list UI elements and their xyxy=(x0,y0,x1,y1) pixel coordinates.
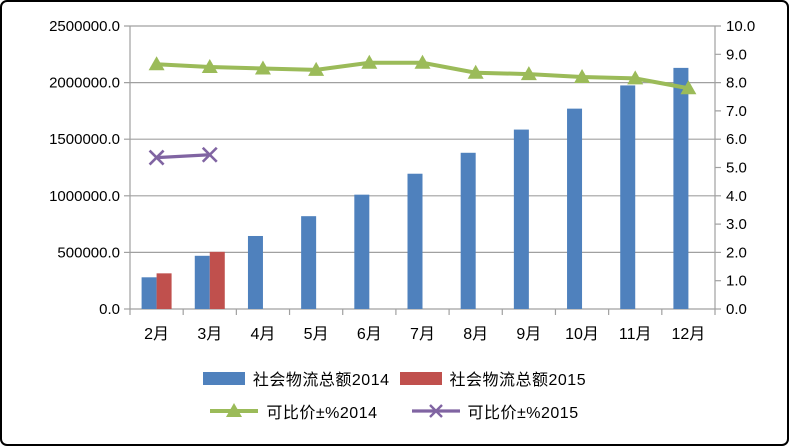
legend-swatch-green-triangle-line-icon xyxy=(210,402,259,420)
legend-label-comparable-2015: 可比价±%2015 xyxy=(467,405,579,422)
right-axis-tick-label: 7.0 xyxy=(726,103,747,120)
bar-2014 xyxy=(354,194,370,309)
legend-item-total-2014: 社会物流总额2014 xyxy=(202,366,390,390)
triangle-marker-icon xyxy=(361,54,378,69)
bar-2014 xyxy=(620,85,636,310)
legend-item-comparable-2015: 可比价±%2015 xyxy=(411,399,579,423)
x-axis-category-label: 10月 xyxy=(565,326,599,343)
bar-2014 xyxy=(513,129,529,309)
bar-2014 xyxy=(673,67,689,309)
legend-row-lines: 可比价±%2014 可比价±%2015 xyxy=(210,399,578,423)
bar-2014 xyxy=(301,216,317,309)
left-axis-tick-label: 500000.0 xyxy=(57,244,120,261)
x-axis-category-label: 4月 xyxy=(251,326,276,343)
bar-2014 xyxy=(141,277,157,309)
left-axis-tick-label: 2000000.0 xyxy=(49,75,120,92)
triangle-marker-icon xyxy=(308,61,325,76)
x-axis-category-label: 2月 xyxy=(144,326,169,343)
legend-item-total-2015: 社会物流总额2015 xyxy=(399,366,587,390)
x-axis-category-label: 12月 xyxy=(672,326,706,343)
right-axis-tick-label: 4.0 xyxy=(726,188,747,205)
left-axis-tick-label: 1000000.0 xyxy=(49,188,120,205)
chart-legend: 社会物流总额2014 社会物流总额2015 可比价±%2014 可比价±%201… xyxy=(2,366,787,423)
triangle-marker-icon xyxy=(254,60,271,75)
x-axis-category-label: 3月 xyxy=(197,326,222,343)
right-axis-tick-label: 1.0 xyxy=(726,273,747,290)
right-axis-tick-label: 2.0 xyxy=(726,244,747,261)
legend-swatch-red-bar-icon xyxy=(399,371,442,385)
bar-2014 xyxy=(194,255,210,309)
legend-swatch-purple-x-line-icon xyxy=(411,402,460,420)
left-axis-tick-label: 0.0 xyxy=(99,301,120,318)
triangle-marker-icon xyxy=(574,68,591,83)
right-axis-tick-label: 6.0 xyxy=(726,131,747,148)
x-axis-category-label: 9月 xyxy=(516,326,541,343)
bar-2014 xyxy=(567,108,583,309)
legend-label-total-2015: 社会物流总额2015 xyxy=(449,372,587,389)
bar-2014 xyxy=(247,235,263,309)
triangle-marker-icon xyxy=(467,64,484,79)
right-axis-tick-label: 8.0 xyxy=(726,75,747,92)
x-axis-category-label: 8月 xyxy=(463,326,488,343)
right-axis-tick-label: 9.0 xyxy=(726,46,747,63)
bar-2014 xyxy=(460,152,476,309)
x-axis-category-label: 7月 xyxy=(410,326,435,343)
right-axis-tick-label: 0.0 xyxy=(726,301,747,318)
left-axis-tick-label: 2500000.0 xyxy=(49,18,120,35)
bar-2014 xyxy=(407,173,423,309)
x-axis-category-label: 5月 xyxy=(304,326,329,343)
triangle-marker-icon xyxy=(520,66,537,81)
bar-2015 xyxy=(156,273,172,309)
right-axis-tick-label: 5.0 xyxy=(726,160,747,177)
legend-row-bars: 社会物流总额2014 社会物流总额2015 xyxy=(202,366,587,390)
legend-swatch-blue-bar-icon xyxy=(202,371,245,385)
x-axis-category-label: 11月 xyxy=(619,326,652,343)
x-marker-icon xyxy=(201,146,218,163)
triangle-marker-icon xyxy=(680,80,697,95)
legend-label-total-2014: 社会物流总额2014 xyxy=(252,372,390,389)
x-marker-icon xyxy=(148,149,165,166)
right-axis-tick-label: 3.0 xyxy=(726,216,747,233)
left-axis-tick-label: 1500000.0 xyxy=(49,131,120,148)
triangle-marker-icon xyxy=(148,56,165,71)
triangle-marker-icon xyxy=(201,59,218,74)
line-series xyxy=(156,153,210,160)
legend-item-comparable-2014: 可比价±%2014 xyxy=(210,399,377,423)
legend-label-comparable-2014: 可比价±%2014 xyxy=(266,405,378,422)
bar-2015 xyxy=(209,251,225,309)
right-axis-tick-label: 10.0 xyxy=(726,18,755,35)
triangle-marker-icon xyxy=(414,54,431,69)
x-axis-category-label: 6月 xyxy=(357,326,382,343)
triangle-marker-icon xyxy=(627,70,644,85)
